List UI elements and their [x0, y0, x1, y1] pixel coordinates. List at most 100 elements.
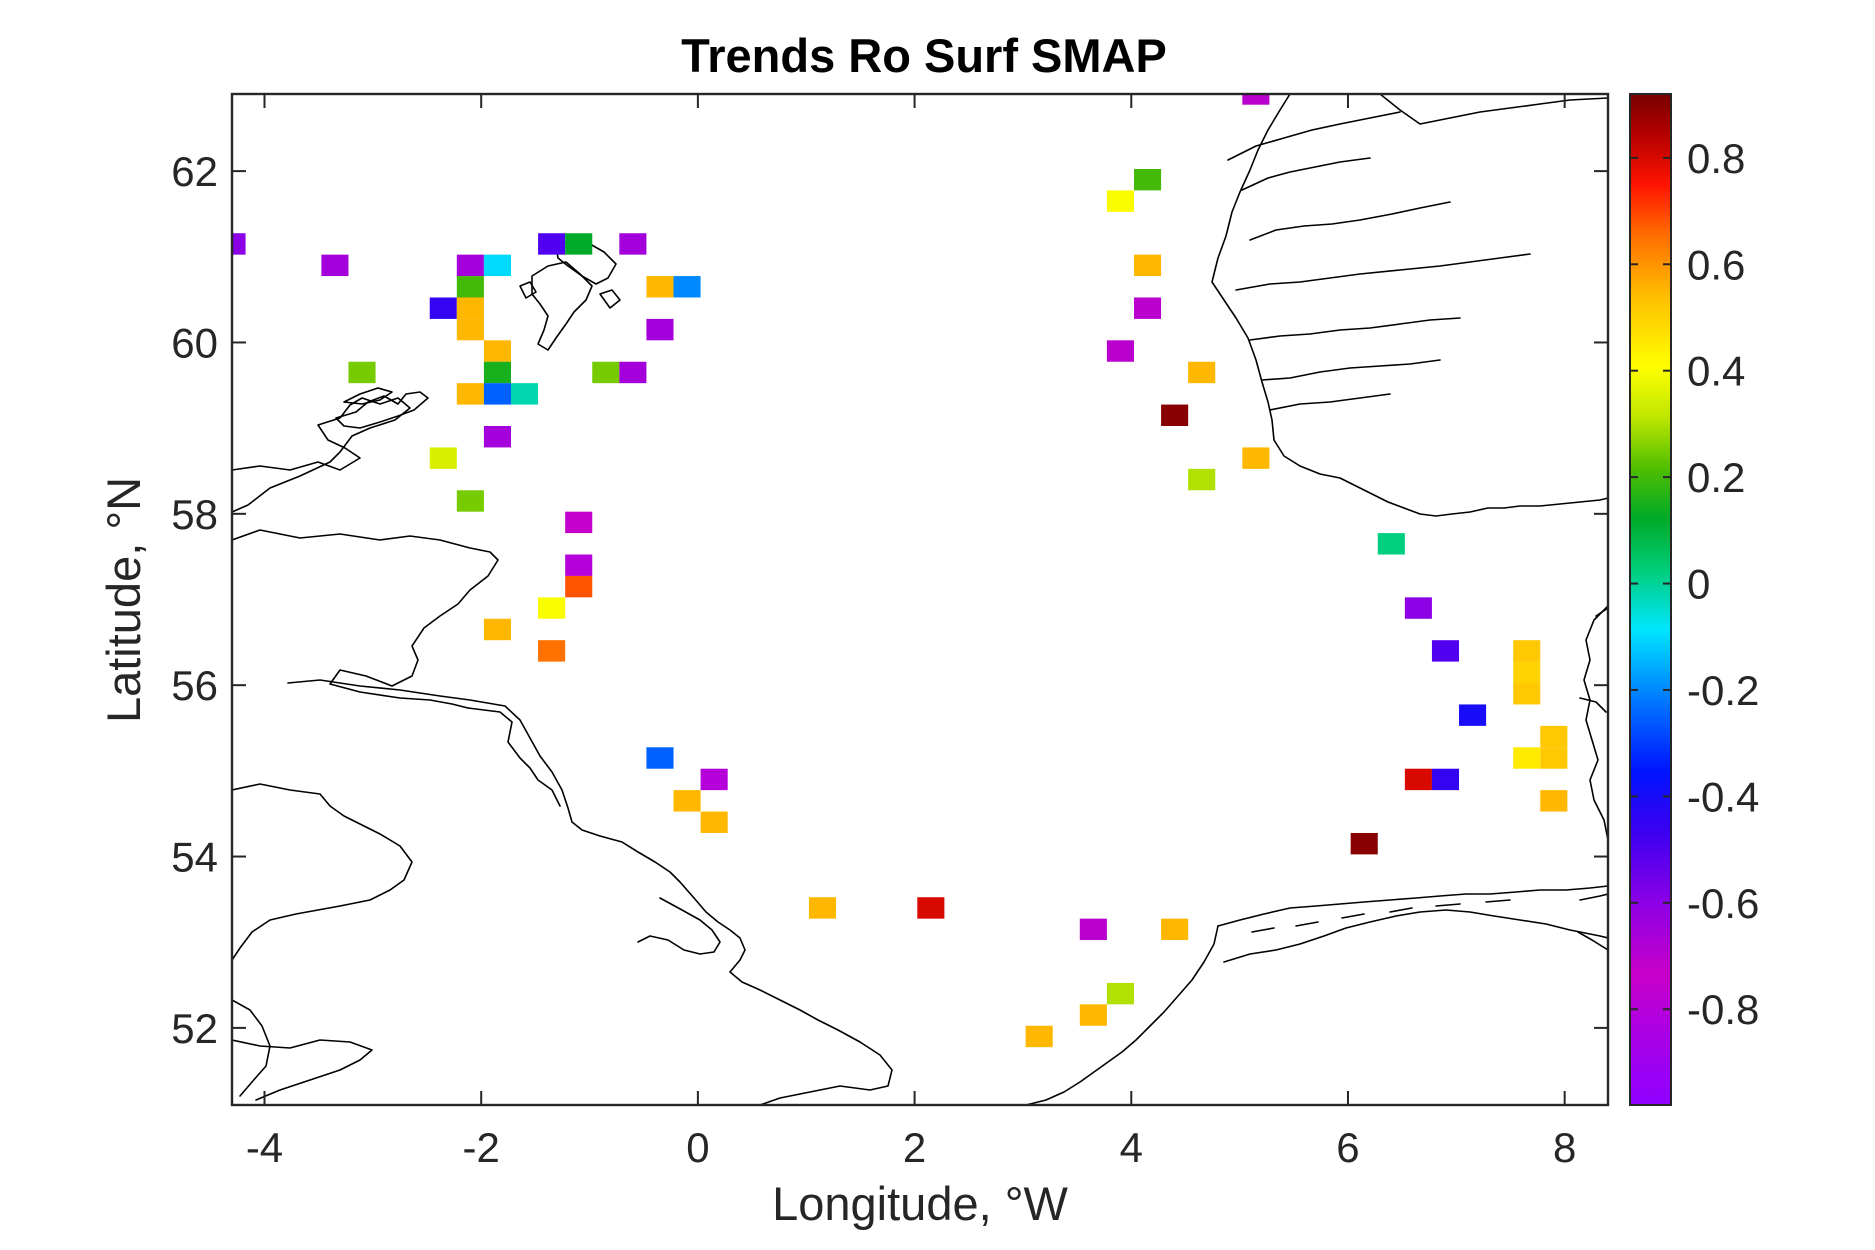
- x-tick-label: 4: [1120, 1124, 1143, 1171]
- coastline-orkney-north: [343, 387, 393, 405]
- x-tick-label: 0: [686, 1124, 709, 1171]
- coastline-frisian-islands: [1251, 899, 1511, 933]
- trend-cell: [456, 383, 484, 405]
- colorbar-ticks: 0.8 0.6 0.4 0.2 0 -0.2 -0.4 -0.6 -0.8: [1630, 135, 1759, 1033]
- trend-cell: [1513, 747, 1541, 769]
- trend-cell: [1513, 640, 1541, 662]
- trend-cell: [1188, 361, 1216, 384]
- trend-cells: [232, 94, 1568, 1048]
- colorbar-tick-label: 0.2: [1687, 454, 1745, 501]
- trend-cell: [232, 233, 246, 255]
- coastline-england-northeast: [287, 679, 746, 973]
- trend-cell: [483, 361, 511, 384]
- trend-cell: [456, 254, 484, 277]
- trend-cell: [348, 361, 376, 384]
- plot-area: [232, 94, 1608, 1105]
- y-tick-label: 62: [171, 148, 218, 195]
- coastline-shetland-islets: [519, 281, 621, 309]
- trend-cell: [429, 447, 457, 469]
- trend-cell: [673, 276, 701, 298]
- trend-cell: [1133, 168, 1162, 191]
- x-axis-label: Longitude, °W: [772, 1177, 1068, 1230]
- coastline-shetland: [531, 261, 593, 351]
- trend-cell: [1242, 447, 1270, 469]
- y-tick-label: 54: [171, 834, 218, 881]
- trend-cell: [565, 511, 593, 534]
- x-axis: -4 -2 0 2 4 6 8: [246, 94, 1576, 1171]
- x-tick-label: 8: [1553, 1124, 1576, 1171]
- coastline-wales: [232, 999, 271, 1097]
- trend-cell: [1459, 704, 1487, 726]
- trend-cell: [646, 747, 674, 769]
- coastline-norway-west: [1211, 94, 1608, 517]
- trend-cell: [1106, 340, 1134, 362]
- trend-cell: [808, 897, 837, 919]
- colorbar-tick-label: 0.8: [1687, 135, 1745, 182]
- coastline-west-great-britain: [232, 783, 413, 961]
- colorbar: [1629, 93, 1672, 1106]
- trend-cell: [646, 318, 674, 341]
- y-axis-label: Latitude, °N: [97, 477, 150, 723]
- trend-cell: [1079, 1004, 1107, 1026]
- y-axis: 52 54 56 58 60 62: [171, 148, 1608, 1052]
- trend-cell: [1404, 597, 1432, 619]
- trend-cell: [1242, 94, 1270, 105]
- trend-cell: [917, 897, 945, 919]
- coastline-orkney: [335, 391, 429, 429]
- coastline-ijsselmeer: [1223, 909, 1608, 963]
- coastline-wash: [637, 897, 721, 955]
- coastline-norway-inland: [1379, 94, 1608, 125]
- x-tick-label: -4: [246, 1124, 283, 1171]
- colorbar-tick-label: 0.4: [1687, 348, 1745, 395]
- trend-cell: [538, 233, 566, 255]
- trend-cell: [646, 276, 674, 298]
- colorbar-tick-label: -0.8: [1687, 986, 1759, 1033]
- trend-cell: [1377, 533, 1405, 555]
- trend-cell: [1350, 832, 1378, 855]
- trend-cell: [673, 790, 701, 812]
- trend-cell: [700, 768, 728, 791]
- trend-cell: [565, 554, 593, 576]
- trend-cell: [700, 811, 728, 833]
- trend-cell: [483, 340, 511, 362]
- trend-cell: [1133, 297, 1162, 319]
- colorbar-tick-label: 0.6: [1687, 241, 1745, 288]
- colorbar-tick-label: -0.6: [1687, 880, 1759, 927]
- trend-cell: [456, 318, 484, 341]
- trend-cell: [1513, 661, 1541, 684]
- trend-cell: [456, 276, 484, 298]
- trend-cell: [1431, 768, 1460, 791]
- coastline-netherlands: [1025, 925, 1219, 1105]
- coastline-norway-fjords: [1227, 111, 1531, 411]
- coastline-germany-east: [1577, 893, 1608, 951]
- trend-cell: [321, 254, 349, 277]
- x-tick-label: -2: [463, 1124, 500, 1171]
- trend-cell: [429, 297, 457, 319]
- y-tick-label: 58: [171, 491, 218, 538]
- colorbar-tick-label: -0.2: [1687, 667, 1759, 714]
- trend-cell: [483, 254, 511, 277]
- trend-cell: [456, 490, 484, 512]
- x-tick-label: 6: [1336, 1124, 1359, 1171]
- trend-cell: [538, 640, 566, 662]
- trend-cell: [1133, 254, 1162, 277]
- trend-cell: [1188, 468, 1216, 491]
- colorbar-tick-label: -0.4: [1687, 773, 1759, 820]
- trend-cell: [483, 426, 511, 448]
- trend-cell: [483, 383, 511, 405]
- trend-cell: [592, 361, 620, 384]
- trend-cell: [1404, 768, 1432, 791]
- trend-cell: [619, 361, 647, 384]
- trend-cell: [456, 297, 484, 319]
- plot-frame: [230, 92, 1610, 1107]
- trend-cell: [1025, 1025, 1053, 1048]
- trend-cell: [1161, 404, 1189, 427]
- trend-cell: [1161, 918, 1189, 941]
- coastline-moray-firth: [232, 529, 499, 709]
- trend-cell: [565, 575, 593, 598]
- trend-cell: [1540, 790, 1568, 812]
- y-tick-label: 60: [171, 319, 218, 366]
- chart-title: Trends Ro Surf SMAP: [681, 29, 1167, 82]
- coastline-wadden: [1217, 885, 1608, 927]
- trend-cell: [510, 383, 539, 405]
